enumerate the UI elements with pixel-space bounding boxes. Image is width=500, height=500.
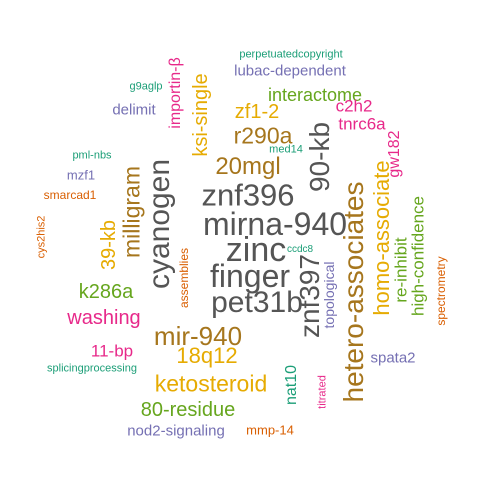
word-spectrometry: spectrometry (434, 256, 448, 326)
word-90-kb: 90-kb (304, 121, 335, 193)
word-pet31b: pet31b (211, 286, 303, 319)
word-cyanogen: cyanogen (143, 158, 176, 290)
word-mir-940: mir-940 (153, 321, 243, 351)
word-homo-associate: homo-associate (369, 160, 394, 316)
word-g9aglp: g9aglp (129, 80, 163, 93)
word-pml-nbs: pml-nbs (72, 149, 112, 162)
word-mirna-940: mirna-940 (202, 206, 348, 242)
word-gw182: gw182 (386, 130, 403, 178)
word-milligram: milligram (118, 166, 145, 258)
word-znf396: znf396 (201, 177, 295, 213)
word-delimit: delimit (112, 101, 156, 119)
word-r290a: r290a (233, 122, 293, 149)
word-high-confidence: high-confidence (408, 195, 428, 317)
word-nod2-signaling: nod2-signaling (127, 422, 225, 440)
word-tnrc6a: tnrc6a (338, 114, 386, 134)
word-med14: med14 (269, 143, 303, 156)
word-titrated: titrated (316, 375, 329, 409)
word-topological: topological (321, 261, 337, 329)
word-perpetuatedcopyright: perpetuatedcopyright (239, 48, 343, 61)
word-cys2his2: cys2his2 (35, 215, 48, 259)
word-zinc: zinc (225, 231, 287, 269)
word-splicingprocessing: splicingprocessing (47, 362, 137, 375)
word-spata2: spata2 (370, 349, 416, 367)
word-hetero-associates: hetero-associates (338, 181, 369, 403)
word-11-bp: 11-bp (90, 341, 134, 361)
word-mmp-14: mmp-14 (246, 422, 294, 438)
word-ksi-single: ksi-single (190, 73, 212, 157)
word-finger: finger (209, 258, 291, 294)
word-ccdc8: ccdc8 (286, 244, 314, 255)
word-18q12: 18q12 (176, 343, 238, 368)
word-washing: washing (67, 307, 141, 329)
word-importin-beta: importin-β (167, 57, 184, 129)
word-ketosteroid: ketosteroid (154, 370, 268, 397)
word-lubac-dependent: lubac-dependent (234, 62, 346, 80)
word-assemblies: assemblies (177, 247, 191, 309)
word-znf397: znf397 (294, 253, 325, 339)
word-80-residue: 80-residue (140, 399, 236, 421)
word-zf1-2: zf1-2 (234, 101, 280, 123)
word-interactome: interactome (267, 85, 363, 105)
word-smarcad1: smarcad1 (43, 188, 97, 202)
word-c2h2: c2h2 (335, 96, 373, 116)
word-k286a: k286a (78, 281, 134, 303)
word-20mgl: 20mgl (215, 153, 281, 180)
word-mzf1: mzf1 (66, 167, 96, 183)
word-39-kb: 39-kb (98, 219, 120, 271)
word-re-inhibit: re-inhibit (391, 237, 411, 303)
word-nat10: nat10 (283, 364, 300, 406)
